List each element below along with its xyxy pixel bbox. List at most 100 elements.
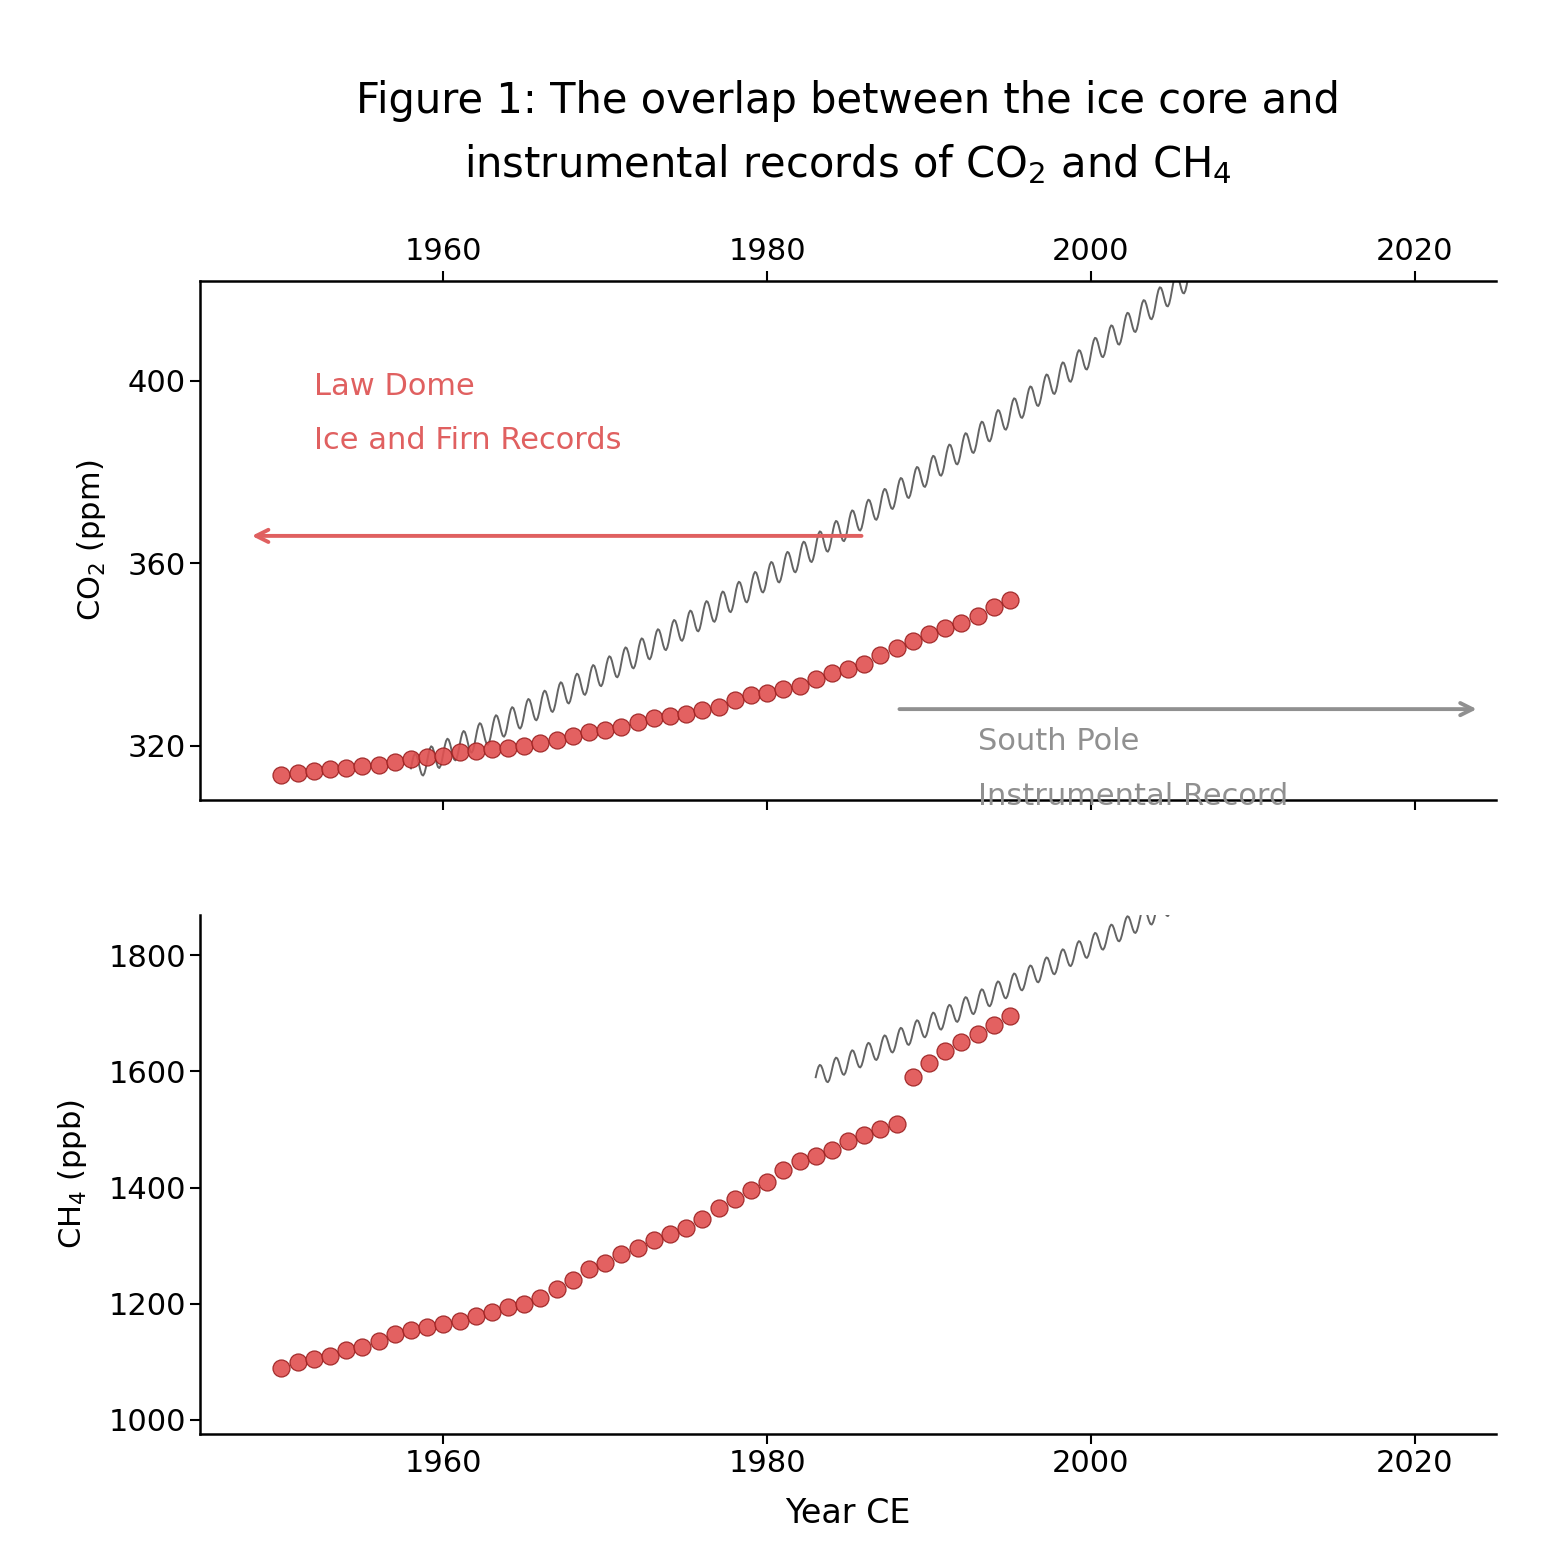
Point: [657, 1222, 682, 1247]
Point: [333, 756, 358, 781]
Point: [382, 1322, 407, 1347]
Point: [625, 709, 649, 734]
Point: [415, 1314, 439, 1339]
Point: [981, 594, 1005, 619]
Point: [771, 677, 796, 702]
Point: [674, 702, 699, 726]
Point: [851, 652, 876, 677]
Point: [447, 1308, 472, 1333]
Point: [365, 753, 390, 778]
Point: [933, 1038, 958, 1063]
Point: [463, 739, 487, 764]
Point: [544, 1277, 569, 1302]
Point: [641, 706, 666, 731]
Point: [544, 728, 569, 753]
Point: [609, 716, 634, 741]
Point: [901, 628, 925, 653]
Point: [365, 1328, 390, 1353]
Point: [739, 1179, 763, 1204]
Point: [689, 1207, 714, 1232]
Point: [884, 1112, 908, 1137]
Point: [447, 741, 472, 765]
Point: [285, 761, 310, 786]
Point: [803, 1143, 828, 1168]
Point: [577, 719, 601, 744]
Point: [674, 1216, 699, 1241]
Text: South Pole: South Pole: [978, 728, 1140, 756]
Point: [754, 681, 779, 706]
Point: [527, 731, 552, 756]
Point: [884, 635, 908, 659]
Y-axis label: CO$_2$ (ppm): CO$_2$ (ppm): [76, 460, 108, 620]
Point: [754, 1169, 779, 1194]
Point: [592, 717, 617, 742]
Point: [382, 748, 407, 773]
Point: [689, 697, 714, 722]
Y-axis label: CH$_4$ (ppb): CH$_4$ (ppb): [56, 1099, 89, 1249]
Point: [819, 659, 843, 684]
Point: [318, 1344, 342, 1369]
Point: [512, 1291, 537, 1316]
Point: [836, 656, 860, 681]
Point: [722, 1186, 746, 1211]
Point: [965, 603, 990, 628]
X-axis label: Year CE: Year CE: [785, 1497, 911, 1531]
Point: [916, 1051, 941, 1076]
Point: [285, 1349, 310, 1373]
Point: [625, 1236, 649, 1261]
Point: [722, 688, 746, 712]
Point: [301, 758, 325, 783]
Text: Instrumental Record: Instrumental Record: [978, 783, 1288, 811]
Point: [657, 703, 682, 728]
Point: [836, 1129, 860, 1154]
Point: [948, 1030, 973, 1055]
Point: [901, 1065, 925, 1090]
Point: [577, 1257, 601, 1281]
Point: [916, 622, 941, 647]
Point: [268, 1355, 293, 1380]
Point: [948, 610, 973, 635]
Point: [480, 737, 504, 762]
Point: [430, 1311, 455, 1336]
Point: [786, 1149, 811, 1174]
Point: [933, 616, 958, 641]
Point: [868, 642, 893, 667]
Point: [868, 1116, 893, 1141]
Text: Figure 1: The overlap between the ice core and: Figure 1: The overlap between the ice co…: [356, 81, 1340, 122]
Point: [268, 762, 293, 787]
Point: [998, 588, 1022, 613]
Point: [786, 673, 811, 698]
Text: instrumental records of CO$_2$ and CH$_4$: instrumental records of CO$_2$ and CH$_4…: [464, 142, 1232, 186]
Point: [463, 1303, 487, 1328]
Point: [350, 753, 375, 778]
Point: [851, 1122, 876, 1147]
Point: [480, 1300, 504, 1325]
Point: [592, 1250, 617, 1275]
Point: [771, 1158, 796, 1183]
Point: [706, 1196, 731, 1221]
Point: [512, 733, 537, 758]
Point: [739, 683, 763, 708]
Point: [350, 1335, 375, 1359]
Point: [318, 756, 342, 781]
Point: [333, 1338, 358, 1363]
Point: [430, 744, 455, 769]
Point: [965, 1021, 990, 1046]
Point: [495, 1294, 520, 1319]
Point: [398, 1317, 423, 1342]
Point: [819, 1138, 843, 1163]
Text: Ice and Firn Records: Ice and Firn Records: [313, 427, 621, 455]
Point: [706, 694, 731, 719]
Point: [560, 723, 584, 748]
Point: [495, 736, 520, 761]
Point: [527, 1285, 552, 1310]
Point: [415, 745, 439, 770]
Point: [560, 1267, 584, 1292]
Point: [981, 1012, 1005, 1037]
Point: [398, 747, 423, 772]
Point: [998, 1004, 1022, 1029]
Point: [641, 1227, 666, 1252]
Text: Law Dome: Law Dome: [313, 371, 475, 401]
Point: [803, 667, 828, 692]
Point: [609, 1243, 634, 1267]
